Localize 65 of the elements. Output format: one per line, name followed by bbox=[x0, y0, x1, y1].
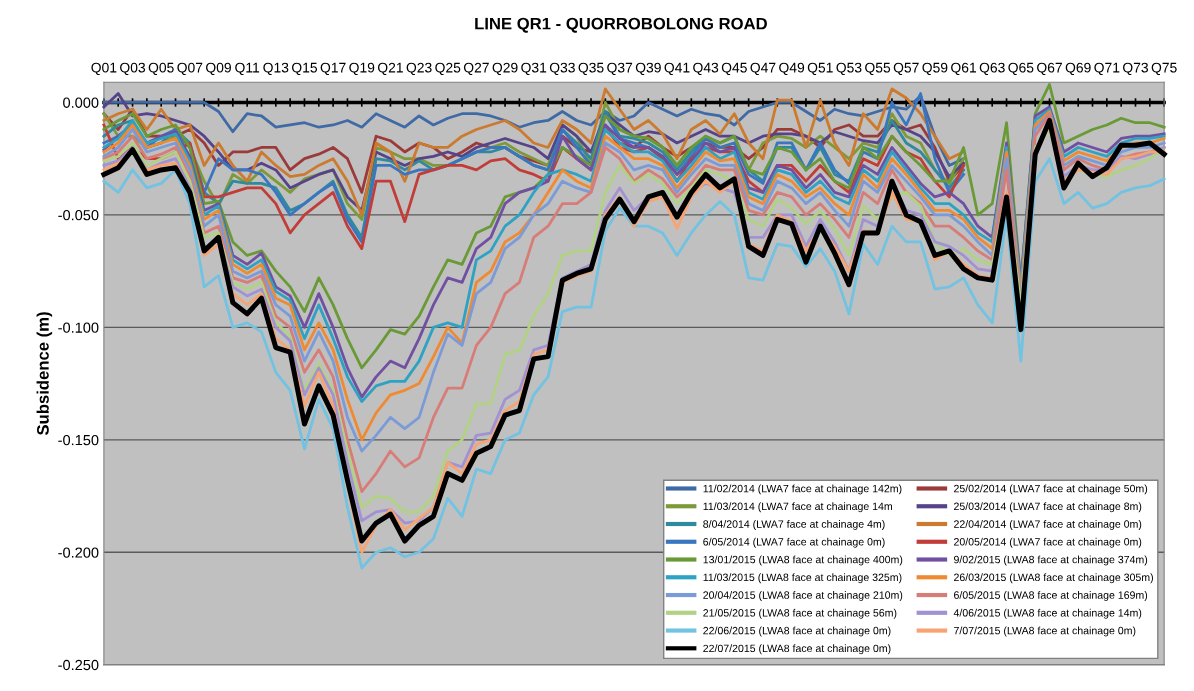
x-tick-label: Q65 bbox=[1008, 62, 1034, 76]
x-tick-label: Q61 bbox=[951, 62, 977, 76]
x-tick-label: Q63 bbox=[979, 62, 1005, 76]
x-tick-label: Q59 bbox=[922, 62, 948, 76]
legend-label: 20/04/2015 (LWA8 face at chainage 210m) bbox=[703, 591, 903, 601]
x-tick-label: Q71 bbox=[1094, 62, 1120, 76]
y-tick-label: -0.250 bbox=[58, 659, 99, 671]
legend-label: 22/06/2015 (LWA8 face at chainage 0m) bbox=[703, 626, 891, 637]
x-tick-label: Q09 bbox=[206, 62, 231, 76]
x-tick-label: Q29 bbox=[492, 62, 518, 76]
x-tick-label: Q15 bbox=[292, 62, 318, 76]
chart-title: LINE QR1 - QUORROBOLONG ROAD bbox=[475, 17, 767, 33]
legend-label: 22/04/2014 (LWA7 face at chainage 0m) bbox=[954, 520, 1142, 530]
x-tick-label: Q19 bbox=[349, 62, 375, 76]
y-axis-title: Subsidence (m) bbox=[36, 312, 53, 436]
x-tick-label: Q17 bbox=[320, 62, 346, 76]
x-tick-label: Q69 bbox=[1065, 62, 1091, 76]
x-tick-label: Q49 bbox=[779, 62, 805, 76]
x-tick-label: Q57 bbox=[893, 62, 919, 76]
x-tick-label: Q33 bbox=[549, 62, 575, 76]
y-tick-label: 0.000 bbox=[63, 97, 99, 108]
x-tick-label: Q39 bbox=[635, 62, 661, 76]
legend-label: 25/02/2014 (LWA7 face at chainage 50m) bbox=[954, 484, 1148, 495]
x-tick-label: Q55 bbox=[865, 62, 891, 76]
y-tick-label: -0.100 bbox=[58, 322, 99, 333]
x-tick-label: Q73 bbox=[1123, 62, 1149, 76]
x-tick-label: Q11 bbox=[235, 62, 260, 76]
x-tick-label: Q31 bbox=[521, 62, 547, 76]
legend-label: 13/01/2015 (LWA8 face at chainage 400m) bbox=[703, 555, 903, 566]
x-tick-label: Q07 bbox=[177, 62, 203, 76]
x-tick-label: Q41 bbox=[664, 62, 690, 76]
y-tick-label: -0.050 bbox=[58, 210, 99, 221]
y-tick-label: -0.150 bbox=[58, 434, 99, 446]
x-tick-label: Q23 bbox=[406, 62, 432, 76]
x-tick-label: Q53 bbox=[836, 62, 862, 76]
legend-label: 11/03/2015 (LWA8 face at chainage 325m) bbox=[703, 573, 902, 584]
legend-label: 6/05/2014 (LWA7 face at chainage 0m) bbox=[703, 537, 885, 548]
x-tick-label: Q13 bbox=[263, 62, 289, 76]
x-tick-label: Q45 bbox=[721, 62, 747, 76]
legend-label: 8/04/2014 (LWA7 face at chainage 4m) bbox=[703, 520, 885, 530]
x-tick-label: Q51 bbox=[807, 62, 833, 76]
x-tick-label: Q03 bbox=[120, 62, 146, 76]
legend-label: 4/06/2015 (LWA8 face at chainage 14m) bbox=[953, 608, 1142, 619]
x-tick-label: Q01 bbox=[91, 62, 117, 76]
x-tick-label: Q75 bbox=[1151, 62, 1177, 76]
legend-label: 11/03/2014 (LWA7 face at chainage 14m bbox=[703, 502, 892, 513]
legend-label: 26/03/2015 (LWA8 face at chainage 305m) bbox=[954, 573, 1153, 584]
x-tick-label: Q27 bbox=[463, 62, 489, 76]
legend-label: 7/07/2015 (LWA8 face at chainage 0m) bbox=[954, 626, 1136, 637]
x-tick-label: Q47 bbox=[750, 62, 776, 76]
x-tick-label: Q43 bbox=[693, 62, 719, 76]
legend-label: 6/05/2015 (LWA8 face at chainage 169m) bbox=[954, 591, 1148, 601]
y-tick-label: -0.200 bbox=[58, 547, 99, 558]
legend-label: 25/03/2014 (LWA7 face at chainage 8m) bbox=[954, 502, 1142, 513]
legend-label: 22/07/2015 (LWA8 face at chainage 0m) bbox=[703, 644, 891, 655]
legend-label: 11/02/2014 (LWA7 face at chainage 142m) bbox=[703, 484, 902, 495]
x-tick-label: Q05 bbox=[148, 62, 174, 76]
legend-label: 21/05/2015 (LWA8 face at chainage 56m) bbox=[703, 608, 897, 619]
legend-label: 20/05/2014 (LWA7 face at chainage 0m) bbox=[954, 537, 1142, 548]
x-tick-label: Q21 bbox=[377, 62, 403, 76]
x-tick-label: Q67 bbox=[1037, 62, 1062, 76]
x-tick-label: Q37 bbox=[607, 62, 633, 76]
x-tick-label: Q25 bbox=[435, 62, 461, 76]
x-tick-label: Q35 bbox=[578, 62, 604, 76]
legend-label: 9/02/2015 (LWA8 face at chainage 374m) bbox=[954, 555, 1148, 566]
